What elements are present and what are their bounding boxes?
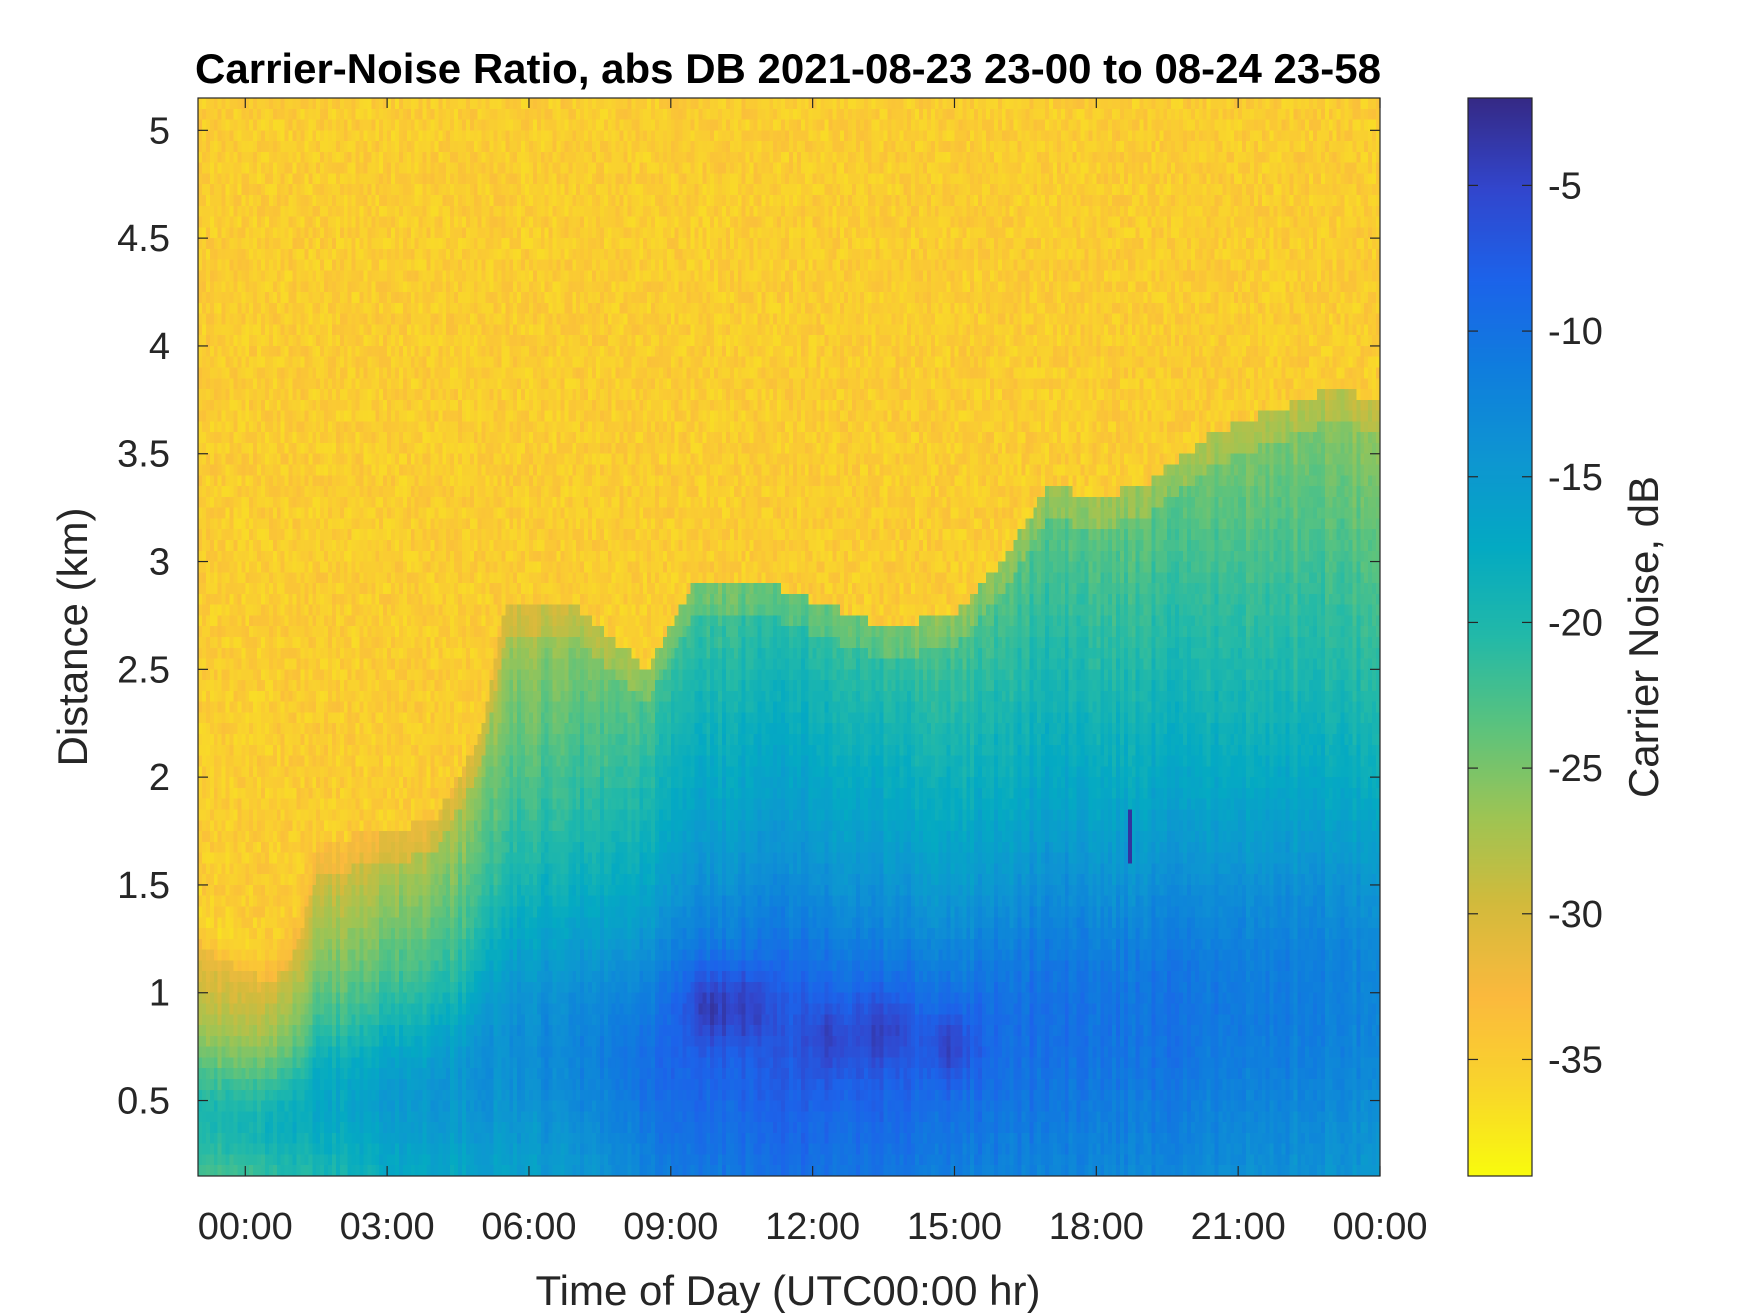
plot-frame [197,97,1381,1177]
y-tick-label: 5 [149,110,170,152]
colorbar-tick-label: -15 [1548,457,1603,499]
y-tick-label: 3.5 [117,434,170,476]
y-tick-label: 1 [149,973,170,1015]
colorbar-tick-label: -5 [1548,165,1582,207]
y-tick-label: 2 [149,757,170,799]
colorbar-tick-label: -30 [1548,894,1603,936]
x-tick-label: 09:00 [623,1206,718,1248]
y-tick-label: 4.5 [117,218,170,260]
colorbar: -5 -10 -15 -20 -25 -30 -35 [1467,97,1603,1177]
y-axis: 0.5 1 1.5 2 2.5 3 3.5 4 4.5 5 [117,110,1380,1123]
heatmap [198,98,1380,1176]
x-tick-label: 15:00 [907,1206,1002,1248]
y-tick-label: 2.5 [117,649,170,691]
colorbar-ticks: -5 -10 -15 -20 -25 -30 -35 [1468,165,1603,1081]
y-tick-label: 1.5 [117,865,170,907]
x-axis-label: Time of Day (UTC00:00 hr) [536,1267,1041,1313]
x-tick-label: 06:00 [481,1206,576,1248]
x-axis: 00:00 03:00 06:00 09:00 12:00 15:00 18:00 21:00… [198,98,1428,1248]
plot-area: 00:00 03:00 06:00 09:00 12:00 15:00 18:00 21:00… [117,97,1428,1248]
colorbar-tick-label: -10 [1548,311,1603,353]
x-tick-label: 12:00 [765,1206,860,1248]
x-tick-label: 18:00 [1049,1206,1144,1248]
x-tick-label: 03:00 [340,1206,435,1248]
colorbar-tick-label: -20 [1548,602,1603,644]
colorbar-frame [1467,97,1533,1177]
colorbar-tick-label: -25 [1548,748,1603,790]
y-tick-label: 3 [149,542,170,584]
colorbar-tick-label: -35 [1548,1039,1603,1081]
x-tick-label: 21:00 [1191,1206,1286,1248]
y-tick-label: 4 [149,326,170,368]
colorbar-gradient [1468,98,1532,1176]
y-axis-label: Distance (km) [49,507,96,766]
x-tick-label: 00:00 [1332,1206,1427,1248]
y-tick-label: 0.5 [117,1081,170,1123]
x-tick-label: 00:00 [198,1206,293,1248]
colorbar-label: Carrier Noise, dB [1620,476,1667,798]
chart-title: Carrier-Noise Ratio, abs DB 2021-08-23 2… [195,45,1381,92]
